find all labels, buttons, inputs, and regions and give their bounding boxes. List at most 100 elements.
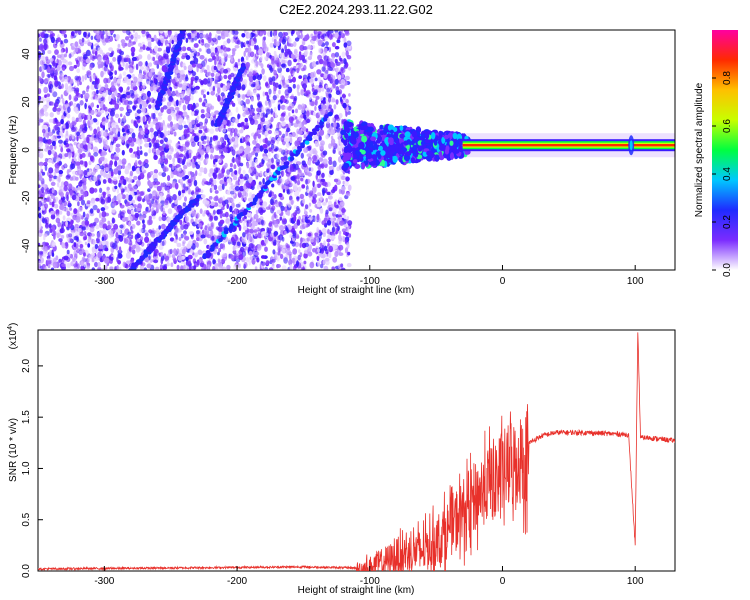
spectrogram-noise-cell [335, 99, 339, 105]
spectrogram-noise-cell [272, 95, 277, 101]
spectrogram-noise-cell [215, 167, 219, 174]
spectrogram-noise-cell [328, 166, 333, 171]
spectrogram-noise-cell [62, 215, 66, 221]
spectrogram-noise-cell [81, 113, 86, 118]
spectrogram-noise-cell [95, 197, 100, 202]
spectrogram-noise-cell [236, 241, 241, 246]
spectrogram-noise-cell [118, 66, 124, 71]
spectrogram-noise-cell [326, 88, 331, 93]
spectrogram-noise-cell [228, 197, 234, 204]
spectrogram-noise-cell [160, 223, 166, 230]
spectrogram-noise-cell [284, 137, 290, 143]
spectrogram-noise-cell [137, 238, 141, 243]
spectrogram-noise-cell [146, 37, 152, 43]
spectrogram-noise-cell [177, 157, 181, 164]
spectrogram-noise-cell [125, 91, 131, 96]
spectrogram-noise-cell [202, 212, 206, 217]
spectrogram-noise-cell [286, 244, 290, 249]
spectrogram-noise-cell [98, 137, 102, 144]
spectrogram-noise-cell [150, 37, 155, 42]
spectrogram-noise-cell [73, 141, 78, 146]
spectrogram-noise-cell [117, 131, 121, 138]
spectrogram-noise-cell [75, 152, 78, 157]
spectrogram-noise-cell [286, 127, 291, 133]
spectrogram-noise-cell [157, 76, 161, 81]
spectrogram-noise-cell [330, 135, 334, 140]
spectrogram-noise-cell [316, 69, 322, 75]
spectrogram-noise-cell [265, 113, 268, 118]
spectrogram-noise-cell [144, 152, 148, 157]
spectrogram-noise-cell [206, 234, 212, 239]
spectrogram-noise-cell [210, 120, 215, 127]
spectrogram-noise-cell [300, 218, 305, 226]
spectrogram-noise-cell [234, 44, 240, 49]
spectrogram-noise-cell [262, 91, 265, 97]
spectrogram-noise-cell [146, 80, 151, 85]
spectrogram-noise-cell [100, 169, 104, 177]
spectrogram-noise-cell [51, 33, 56, 37]
spectrogram-noise-cell [207, 103, 213, 110]
spectrogram-noise-cell [241, 33, 246, 38]
spectrogram-noise-cell [99, 187, 103, 193]
spectrogram-noise-cell [274, 130, 279, 136]
spectrogram-noise-cell [237, 113, 241, 120]
spectrogram-noise-cell [276, 41, 280, 47]
spectrogram-noise-cell [121, 158, 127, 165]
spectrogram-noise-cell [117, 260, 121, 265]
spectrogram-noise-cell [80, 134, 85, 139]
spectrogram-noise-cell [113, 133, 117, 138]
spectrogram-noise-cell [293, 185, 297, 192]
spectrogram-noise-cell [304, 34, 310, 40]
spectrogram-noise-cell [278, 148, 283, 153]
spectrogram-noise-cell [341, 51, 346, 58]
spectrogram-noise-cell [89, 126, 93, 131]
spectrogram-noise-cell [55, 102, 59, 108]
spectrogram-noise-cell [335, 219, 340, 224]
spectrogram-noise-cell [60, 191, 64, 198]
spectrogram-noise-cell [293, 41, 297, 47]
spectrogram-noise-cell [293, 48, 298, 54]
spectrogram-noise-cell [137, 54, 143, 60]
spectrogram-noise-cell [256, 114, 260, 120]
spectrogram-noise-cell [308, 78, 314, 83]
spectrogram-noise-cell [224, 148, 228, 154]
spectrogram-noise-cell [123, 115, 126, 121]
spectrogram-noise-cell [245, 182, 251, 188]
spectrogram-noise-cell [303, 46, 308, 51]
spectrogram-noise-cell [246, 146, 251, 152]
spectrogram-noise-cell [318, 169, 322, 175]
spectrogram-noise-cell [119, 86, 123, 93]
spectrogram-noise-cell [162, 265, 168, 270]
spectrogram-noise-cell [260, 55, 263, 62]
spectrogram-noise-cell [59, 125, 63, 132]
spectrogram-noise-cell [331, 98, 336, 103]
spectrogram-noise-cell [48, 223, 52, 229]
spectrogram-noise-cell [205, 43, 208, 49]
spectrogram-noise-cell [65, 220, 68, 227]
spectrogram-noise-cell [139, 228, 143, 233]
spectrogram-noise-cell [42, 137, 46, 144]
spectrogram-noise-cell [100, 109, 105, 114]
spectrogram-noise-cell [143, 267, 148, 270]
spectrogram-noise-cell [144, 143, 150, 148]
spectrogram-noise-cell [239, 138, 243, 144]
spectrogram-noise-cell [64, 82, 69, 89]
spectrogram-noise-cell [94, 261, 98, 268]
spectrogram-noise-cell [309, 209, 313, 213]
spectrogram-noise-cell [303, 260, 307, 265]
spectrogram-noise-cell [218, 48, 223, 54]
spectrogram-noise-cell [191, 141, 196, 148]
spectrogram-noise-cell [213, 65, 217, 71]
spectrogram-noise-cell [80, 260, 84, 267]
spectrogram-noise-cell [293, 122, 299, 128]
spectrogram-noise-cell [343, 214, 347, 219]
spectrogram-noise-cell [96, 89, 99, 95]
spectrogram-noise-cell [165, 255, 170, 261]
spectrogram-noise-cell [295, 108, 298, 114]
spectrogram-noise-cell [94, 109, 98, 115]
spectrogram-noise-cell [123, 135, 126, 142]
spectrogram-noise-cell [66, 88, 70, 93]
spectrogram-noise-cell [125, 36, 130, 41]
spectrogram-noise-cell [184, 175, 189, 180]
spectrogram-noise-cell [334, 52, 340, 58]
